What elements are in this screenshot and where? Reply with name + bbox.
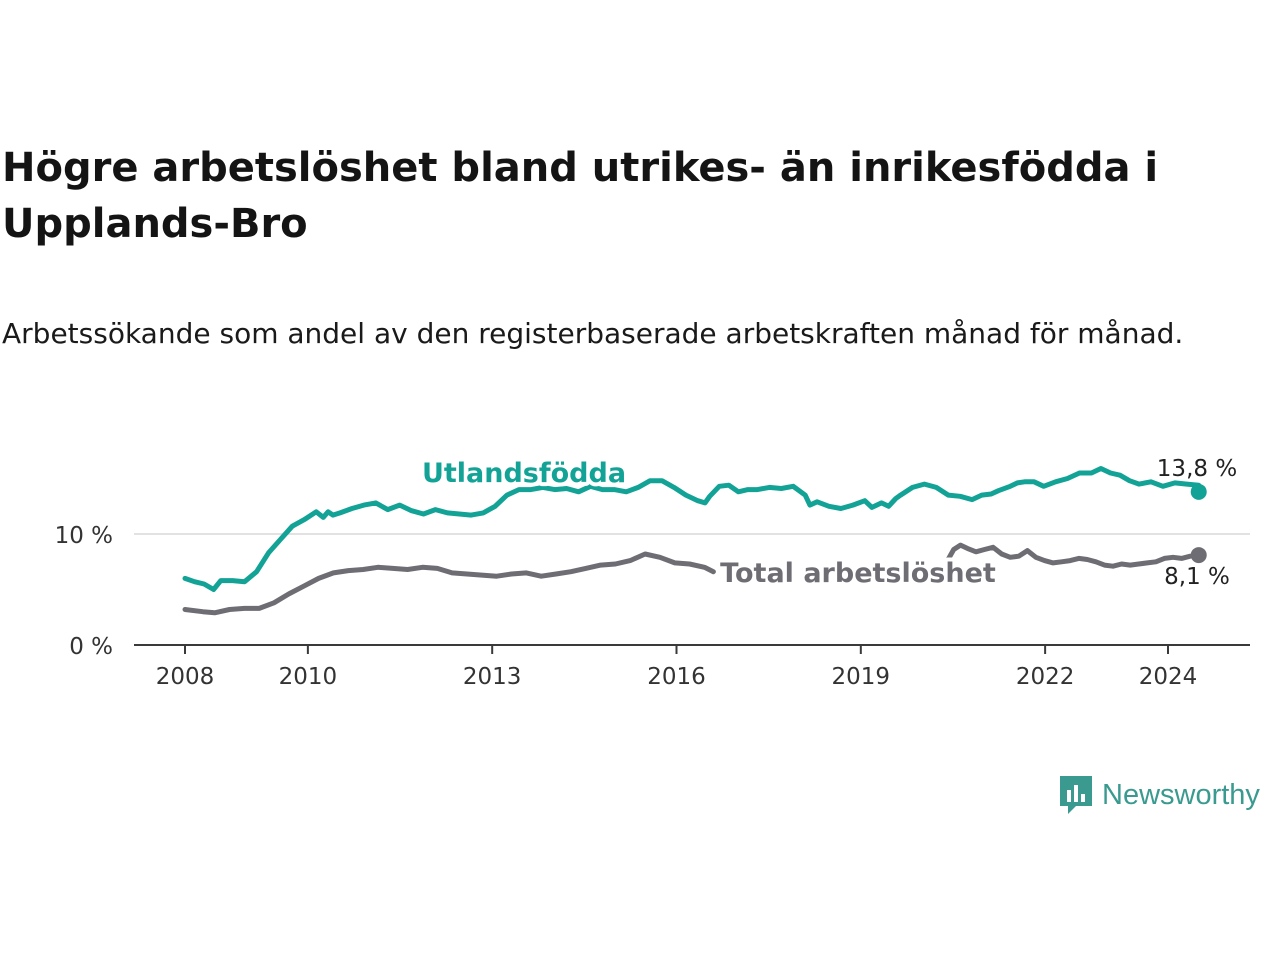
series-label-utlandsfodda-halo: Utlandsfödda <box>422 458 626 489</box>
x-tick-label: 2016 <box>647 664 706 690</box>
series-label-utlandsfodda: Utlandsfödda <box>422 458 626 489</box>
x-tick-label: 2022 <box>1016 664 1075 690</box>
chart-subtitle: Arbetssökande som andel av den registerb… <box>2 317 1184 350</box>
x-tick-label: 2024 <box>1139 664 1198 690</box>
series-line-total-recent <box>944 542 1202 569</box>
line-chart: 0 % 10 % 2008 2010 2013 2016 2019 2022 2024 13,8… <box>55 454 1250 690</box>
grid-layer: 0 % 10 % 2008 2010 2013 2016 2019 2022 2024 <box>55 523 1250 690</box>
chart-title: Högre arbetslöshet bland utrikes- än inr… <box>2 145 1159 247</box>
x-tick-label: 2008 <box>156 664 215 690</box>
end-marker-utlandsfodda <box>1190 483 1207 500</box>
end-marker-total <box>1190 547 1207 564</box>
series-label-total-halo: Total arbetslöshet <box>720 558 996 589</box>
newsworthy-logo: Newsworthy <box>1058 772 1260 818</box>
series-line-total <box>182 551 716 616</box>
x-tick-label: 2010 <box>279 664 338 690</box>
label-layer: 13,8 %8,1 %UtlandsföddaUtlandsföddaTotal… <box>418 454 1237 593</box>
end-label-total: 8,1 % <box>1164 564 1230 590</box>
series-line-utlandsfodda <box>182 466 1202 592</box>
brand-name: Newsworthy <box>1102 778 1260 811</box>
series-label-total: Total arbetslöshet <box>720 558 996 589</box>
end-label-utlandsfodda: 13,8 % <box>1157 456 1237 482</box>
x-tick-label: 2013 <box>463 664 522 690</box>
x-tick-label: 2019 <box>832 664 891 690</box>
y-tick-label: 10 % <box>55 523 113 549</box>
series-layer <box>182 466 1202 616</box>
y-tick-label: 0 % <box>69 634 113 660</box>
newsworthy-logo-icon <box>1060 776 1092 814</box>
